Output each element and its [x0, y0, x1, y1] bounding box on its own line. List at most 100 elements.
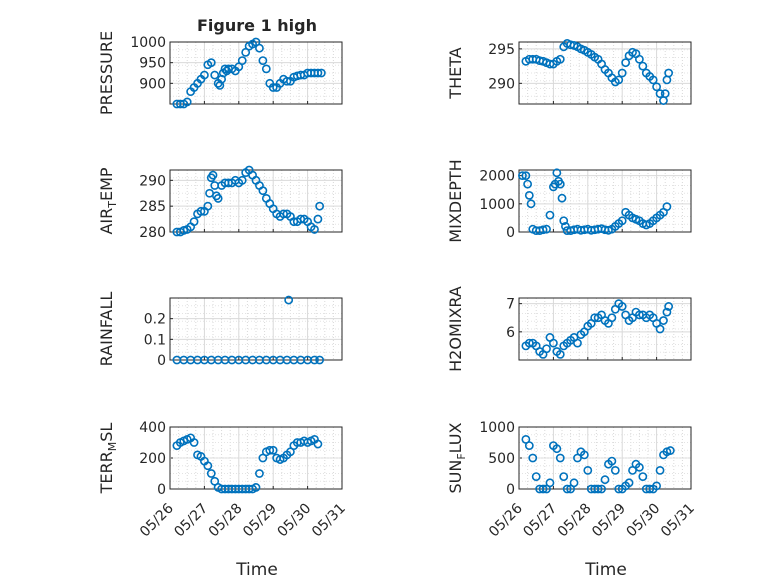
data-point [660, 89, 670, 99]
subplot-rainfall: 0 0.1 0.2 RAINFALL [97, 292, 343, 369]
axes-box [169, 169, 343, 233]
data-point [313, 214, 323, 224]
data-point [648, 75, 658, 85]
x-tick-label: 05/27 [520, 501, 560, 541]
data-point [559, 472, 569, 481]
data-point [545, 478, 555, 488]
y-axis-label: RAINFALL [97, 292, 116, 367]
data-point [255, 469, 264, 478]
y-tick-label: 6 [506, 325, 515, 341]
y-axis-label: THETA [446, 47, 465, 99]
subplot-terr-msl: 0 200 400 TERRMSL 05/2605/2705/2805/2905/300… [97, 420, 349, 540]
data-point [664, 302, 674, 311]
data-point [557, 193, 567, 203]
data-point [315, 355, 325, 365]
x-tick-label: 05/26 [486, 500, 526, 540]
x-tick-label: 05/28 [206, 501, 246, 541]
data-point [555, 54, 565, 64]
x-tick-label: 05/30 [624, 501, 664, 541]
x-tick-label: 05/27 [171, 501, 211, 541]
data-point [617, 216, 627, 226]
data-point [652, 481, 661, 491]
data-point [313, 68, 323, 78]
y-axis-label: TERRMSL [97, 423, 119, 495]
data-point [645, 484, 655, 494]
data-point [542, 224, 551, 234]
y-tick-label: 1000 [130, 35, 166, 51]
data-point [538, 225, 548, 235]
data-point [282, 76, 292, 86]
data-point [258, 56, 268, 65]
y-axis-label: AIRTEMP [97, 167, 119, 234]
y-tick-label: 1000 [479, 420, 515, 436]
y-tick-label: 900 [139, 76, 166, 92]
data-point [265, 445, 275, 455]
x-tick-label: 05/31 [309, 501, 349, 541]
axes-box [518, 297, 692, 361]
data-point [531, 472, 541, 481]
data-point [555, 349, 565, 359]
data-point [579, 450, 589, 460]
data-point [284, 295, 294, 305]
data-point [555, 453, 565, 463]
y-axis-label: SUNFLUX [446, 422, 468, 493]
data-point [555, 179, 565, 189]
data-point [662, 202, 672, 212]
data-point [316, 68, 326, 78]
figure-title: Figure 1 high [197, 16, 317, 35]
y-tick-label: 1000 [479, 197, 515, 213]
data-point [617, 68, 627, 78]
data-point [310, 225, 319, 234]
data-point [521, 171, 531, 181]
data-point [561, 221, 570, 231]
data-point [206, 469, 216, 478]
data-point [665, 446, 675, 455]
data-point [593, 484, 603, 494]
data-point [583, 465, 593, 475]
data-point [255, 43, 264, 53]
data-point [652, 82, 661, 92]
y-tick-label: 0.1 [144, 332, 166, 348]
data-point [552, 168, 562, 178]
data-point [203, 201, 213, 211]
data-point [222, 66, 232, 76]
data-point [199, 70, 209, 80]
data-point [528, 453, 538, 463]
data-point [624, 478, 634, 488]
data-point [662, 307, 672, 317]
data-point [635, 54, 644, 64]
data-point [213, 194, 223, 203]
data-point [268, 445, 278, 455]
y-tick-label: 290 [139, 173, 166, 189]
data-point [251, 483, 261, 492]
y-axis-label: MIXDEPTH [446, 159, 465, 242]
data-point [237, 56, 247, 65]
y-tick-label: 2000 [479, 169, 515, 185]
y-tick-label: 0 [506, 225, 515, 241]
data-point [655, 465, 665, 475]
data-point [206, 58, 216, 68]
data-point [315, 201, 325, 211]
data-point [559, 216, 569, 226]
data-point [237, 175, 247, 185]
y-tick-label: 7 [506, 297, 515, 313]
data-point [659, 316, 668, 325]
y-tick-label: 295 [488, 42, 515, 58]
data-point [635, 462, 644, 472]
y-tick-label: 0 [157, 482, 166, 498]
data-point [545, 210, 555, 220]
y-tick-label: 290 [488, 76, 515, 92]
data-point [664, 68, 674, 78]
data-point [189, 438, 199, 447]
data-point [569, 478, 579, 488]
subplot-mixdepth: 0 1000 2000 MIXDEPTH [446, 159, 692, 243]
data-point [573, 338, 582, 348]
data-point [655, 324, 665, 334]
data-point [208, 170, 218, 180]
x-tick-label: 05/28 [555, 501, 595, 541]
data-point [562, 484, 572, 494]
data-point [614, 75, 624, 85]
data-point [526, 199, 536, 209]
subplot-pressure: 900 950 1000 PRESSURE [97, 31, 343, 115]
